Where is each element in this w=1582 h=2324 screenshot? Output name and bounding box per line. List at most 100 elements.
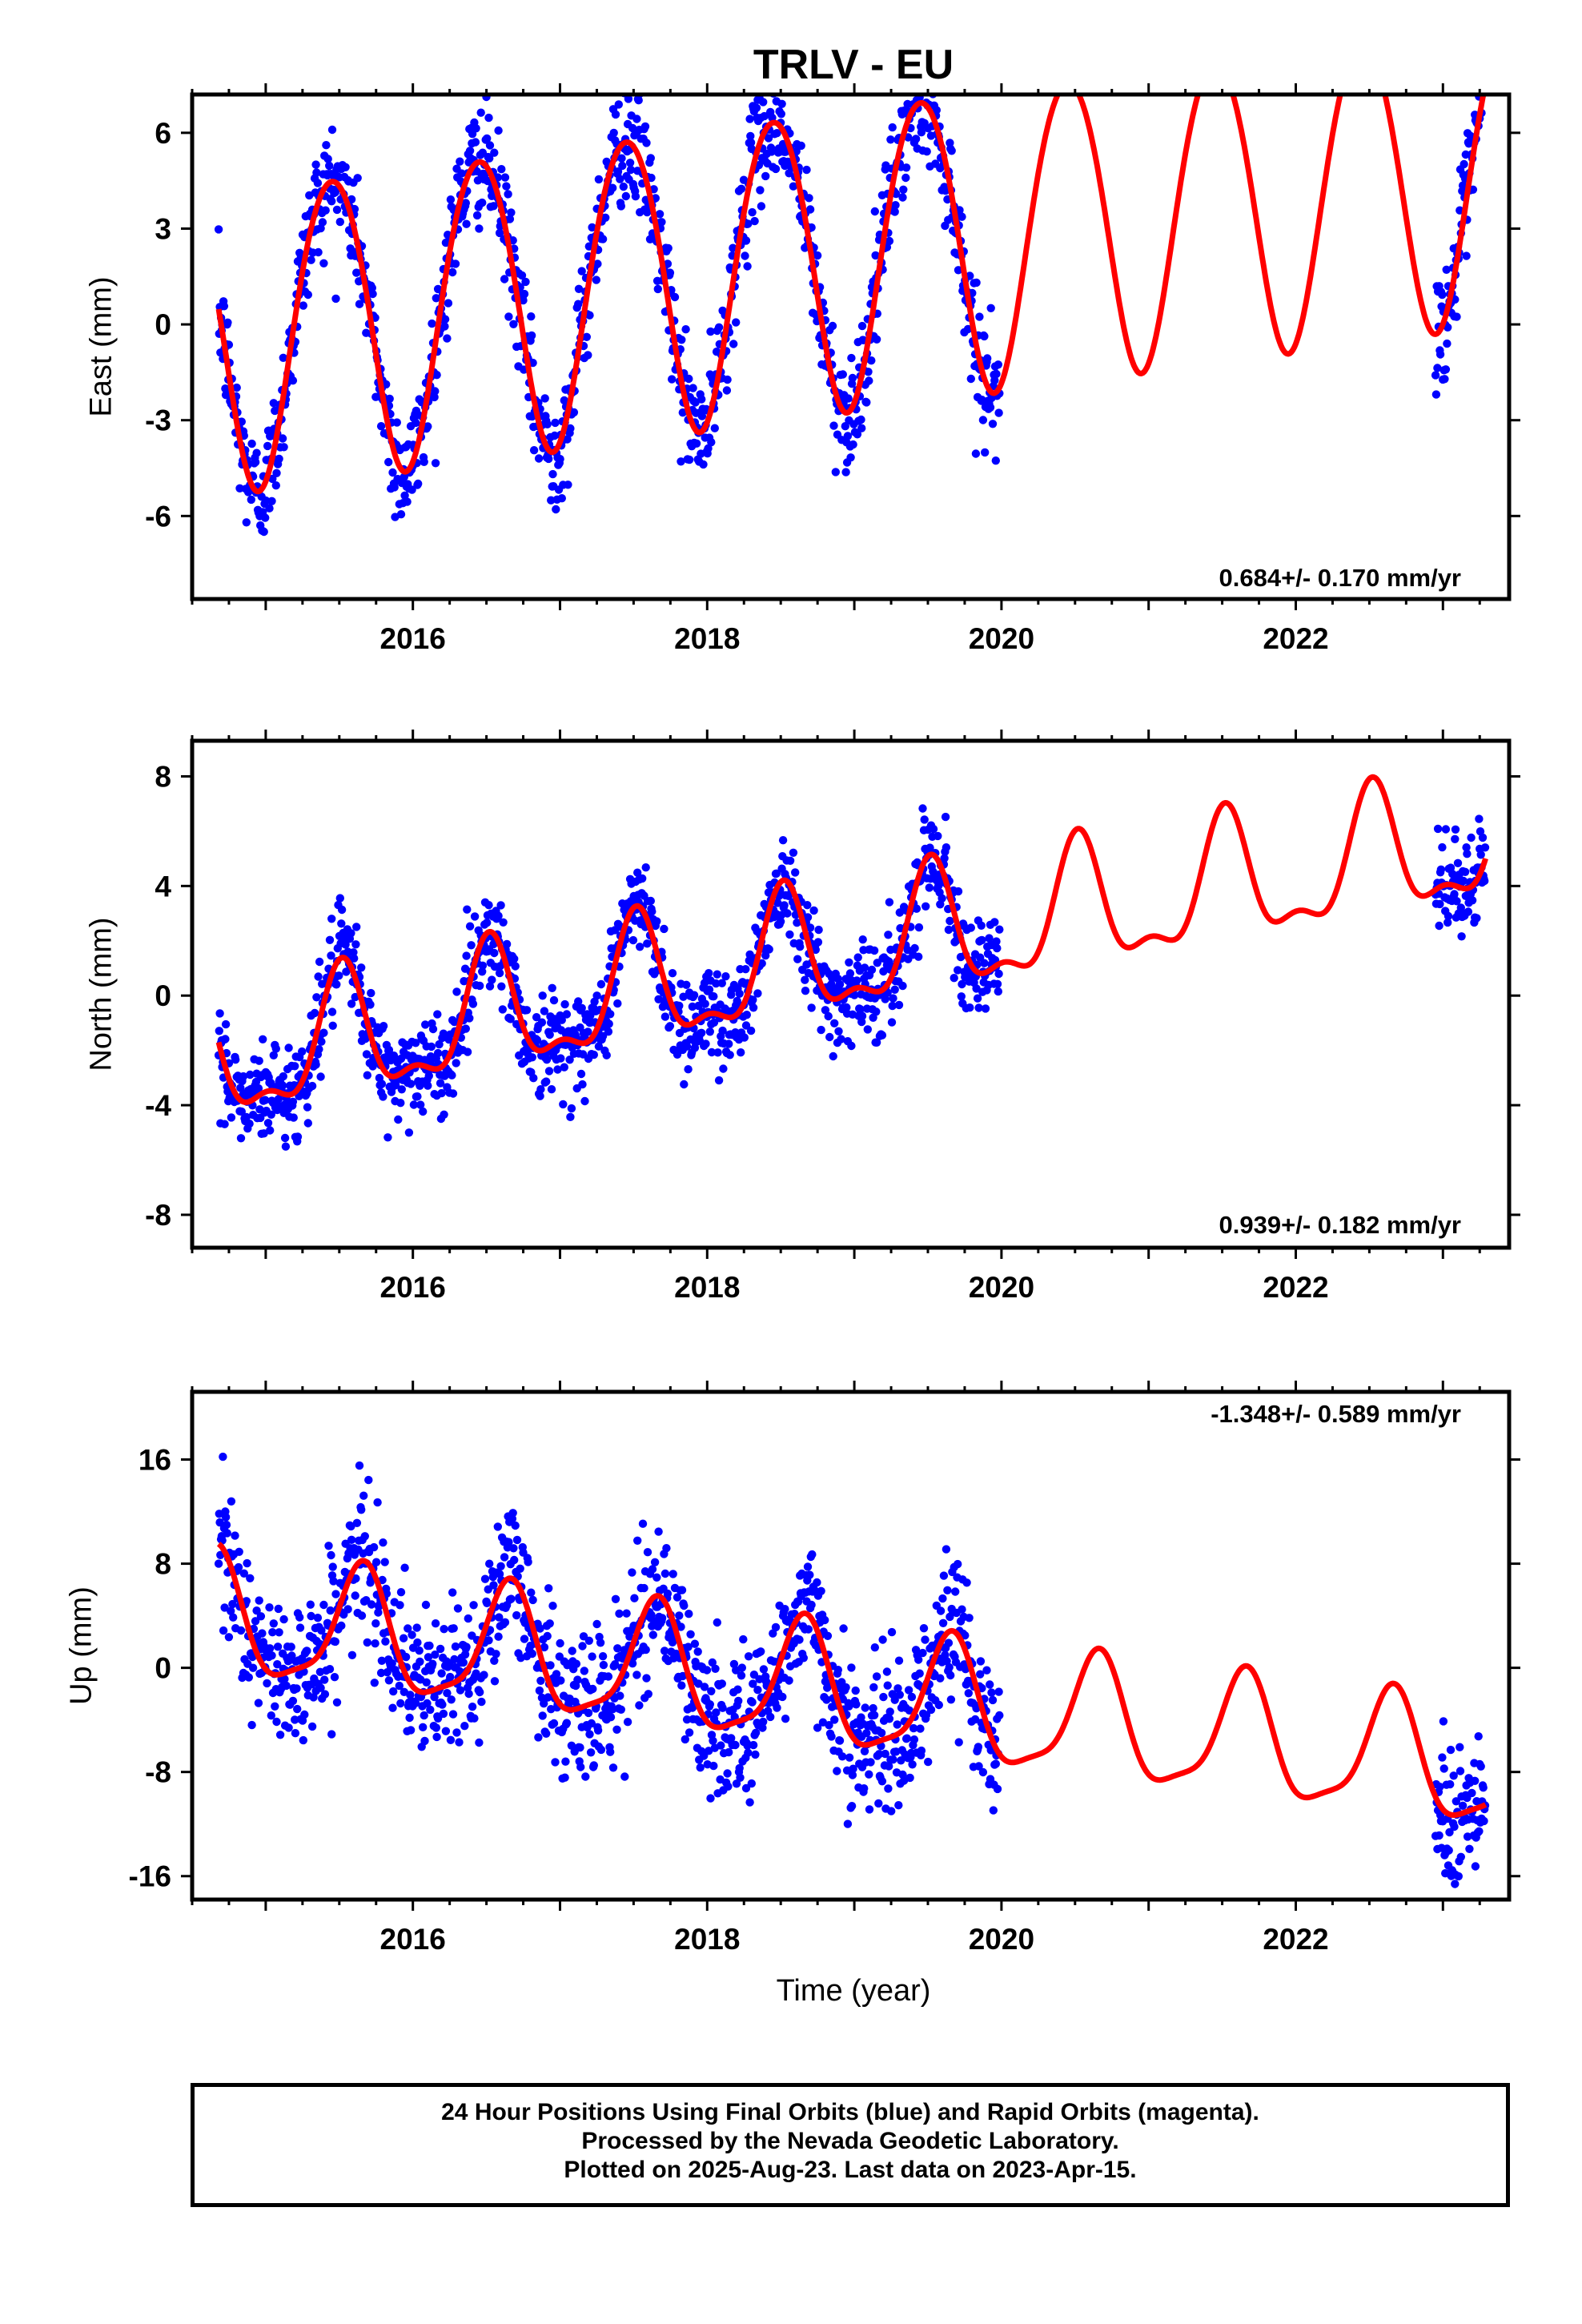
up-data-point — [576, 1763, 585, 1771]
north-data-point — [1460, 867, 1470, 877]
up-data-point — [995, 1711, 1004, 1720]
footer-line-1: 24 Hour Positions Using Final Orbits (bl… — [441, 2099, 1259, 2125]
east-data-point — [981, 448, 990, 457]
up-data-point — [739, 1634, 748, 1644]
up-data-point — [1471, 1776, 1480, 1785]
up-data-point — [954, 1738, 963, 1747]
north-data-point — [566, 1112, 575, 1122]
up-data-point — [291, 1729, 300, 1738]
east-data-point — [601, 213, 610, 222]
up-data-point — [951, 1587, 960, 1596]
north-data-point — [522, 1006, 532, 1015]
east-data-point — [632, 115, 641, 123]
up-data-point — [641, 1645, 650, 1655]
east-data-point — [509, 320, 518, 328]
north-data-point — [560, 1063, 568, 1072]
north-data-point — [465, 1014, 474, 1023]
north-data-point — [648, 907, 656, 916]
east-data-point — [278, 434, 287, 443]
up-data-point — [572, 1659, 581, 1668]
north-data-point — [842, 1003, 851, 1012]
north-data-point — [973, 994, 982, 1003]
north-data-point — [675, 1001, 684, 1011]
north-data-point — [307, 1081, 317, 1091]
up-data-point — [395, 1681, 404, 1691]
up-data-point — [589, 1761, 598, 1770]
east-data-point — [665, 268, 675, 277]
north-data-point — [709, 992, 718, 1001]
up-model-fit-line — [216, 1542, 1488, 1818]
east-data-point — [311, 160, 320, 169]
up-data-point — [781, 1715, 790, 1723]
up-data-point — [546, 1661, 555, 1670]
east-data-point — [552, 505, 560, 514]
east-data-point — [885, 236, 894, 246]
north-data-point — [646, 896, 655, 906]
up-y-axis-label: Up (mm) — [64, 1586, 98, 1705]
up-data-point — [713, 1618, 721, 1627]
up-data-point — [946, 1695, 956, 1704]
up-data-point — [425, 1641, 434, 1651]
north-data-point — [829, 1051, 837, 1061]
east-data-point — [214, 225, 223, 234]
north-data-point — [805, 923, 815, 932]
north-data-point — [977, 921, 986, 931]
north-data-point — [350, 954, 359, 963]
up-data-point — [496, 1562, 505, 1571]
north-data-point — [981, 1004, 990, 1013]
east-data-point — [232, 383, 241, 392]
up-data-point — [528, 1595, 537, 1605]
up-data-point — [384, 1676, 394, 1685]
east-data-point — [376, 422, 386, 431]
up-data-point — [1476, 1762, 1485, 1771]
up-data-point — [252, 1606, 261, 1615]
up-data-point — [870, 1643, 880, 1652]
up-data-point — [648, 1630, 657, 1639]
up-data-point — [380, 1558, 389, 1566]
up-data-point — [320, 1690, 330, 1699]
up-data-point — [568, 1647, 576, 1655]
up-data-point — [663, 1589, 673, 1598]
east-data-point — [484, 113, 493, 123]
north-data-point — [785, 930, 794, 939]
north-data-point — [636, 943, 644, 951]
up-data-point — [745, 1798, 754, 1807]
up-data-point — [938, 1594, 947, 1603]
up-data-point — [918, 1648, 927, 1658]
east-data-point — [759, 98, 768, 107]
up-data-point — [316, 1683, 325, 1692]
up-data-point — [388, 1703, 397, 1712]
north-data-point — [220, 1120, 229, 1128]
east-data-point — [891, 201, 900, 210]
up-data-point — [813, 1723, 822, 1732]
up-data-point — [235, 1547, 243, 1557]
east-data-point — [428, 319, 436, 328]
north-data-point — [741, 1021, 751, 1030]
up-data-point — [751, 1728, 761, 1737]
north-data-point — [1453, 858, 1463, 868]
north-data-point — [719, 1064, 728, 1073]
north-data-point — [215, 1009, 224, 1018]
east-data-point — [551, 418, 560, 428]
east-data-point — [471, 138, 480, 147]
north-data-point — [463, 1047, 472, 1056]
east-data-point — [385, 394, 394, 404]
north-data-point — [994, 987, 1003, 996]
north-data-point — [495, 968, 504, 978]
north-data-point — [958, 979, 966, 989]
north-data-point — [562, 1010, 572, 1019]
north-data-point — [548, 983, 556, 993]
up-data-point — [869, 1711, 879, 1719]
up-data-point — [255, 1596, 263, 1605]
north-data-point — [596, 979, 606, 989]
up-data-point — [279, 1614, 288, 1624]
north-data-point — [280, 1133, 290, 1143]
up-data-point — [274, 1604, 283, 1614]
north-data-point — [1438, 842, 1447, 852]
up-data-point — [835, 1736, 845, 1745]
up-data-point — [430, 1692, 439, 1702]
north-data-point — [903, 946, 912, 955]
up-data-point — [724, 1782, 733, 1791]
east-data-point — [517, 271, 527, 280]
up-panel: 16 8 0 -8 -16 2016 2018 2020 2022 Up (mm) -1.348… — [64, 1381, 1520, 1956]
